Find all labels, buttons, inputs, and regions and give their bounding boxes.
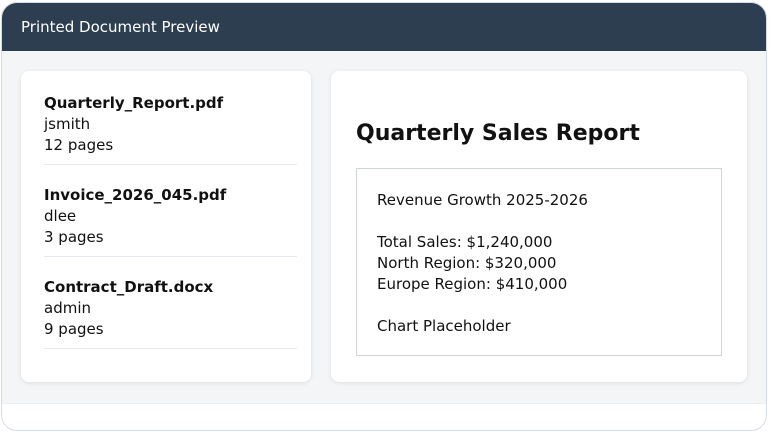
document-preview: Quarterly Sales Report Revenue Growth 20… [331,71,747,382]
spacer [377,295,701,316]
preview-line-europe-region: Europe Region: $410,000 [377,275,568,293]
spacer [377,211,701,232]
document-pages: 12 pages [44,136,114,154]
preview-page: Revenue Growth 2025-2026 Total Sales: $1… [356,168,722,356]
document-list: Quarterly_Report.pdf jsmith 12 pages Inv… [21,71,311,382]
document-owner: jsmith [44,115,91,133]
chart-placeholder: Chart Placeholder [377,317,511,335]
document-owner: admin [44,299,91,317]
document-owner: dlee [44,207,77,225]
title-bar: Printed Document Preview [2,3,766,51]
preview-line-total-sales: Total Sales: $1,240,000 [377,233,553,251]
preview-line-north-region: North Region: $320,000 [377,254,557,272]
document-pages: 3 pages [44,228,104,246]
document-item[interactable]: Quarterly_Report.pdf jsmith 12 pages [44,93,297,165]
document-pages: 9 pages [44,320,104,338]
main-content: Quarterly_Report.pdf jsmith 12 pages Inv… [2,51,766,403]
preview-title: Quarterly Sales Report [356,121,640,146]
preview-subtitle: Revenue Growth 2025-2026 [377,191,588,209]
window-title: Printed Document Preview [21,18,220,36]
document-name: Contract_Draft.docx [44,278,214,296]
footer-bar [2,403,766,430]
document-item[interactable]: Contract_Draft.docx admin 9 pages [44,277,297,349]
document-item[interactable]: Invoice_2026_045.pdf dlee 3 pages [44,185,297,257]
document-name: Quarterly_Report.pdf [44,94,224,112]
document-name: Invoice_2026_045.pdf [44,186,227,204]
